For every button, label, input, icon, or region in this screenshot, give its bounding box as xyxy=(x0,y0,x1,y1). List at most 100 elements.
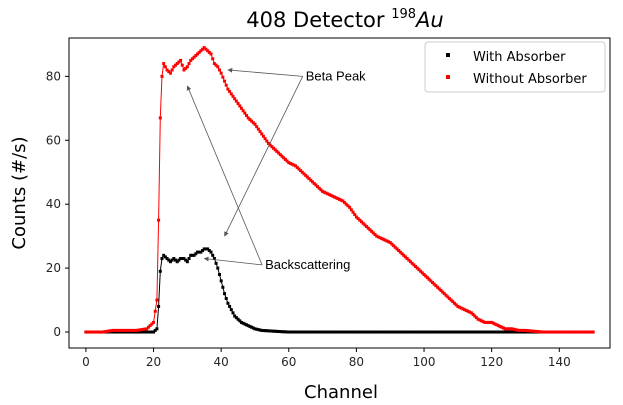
data-point xyxy=(539,330,543,334)
data-point xyxy=(390,242,394,246)
data-point xyxy=(501,330,505,334)
data-point xyxy=(373,330,377,334)
data-point xyxy=(141,327,145,331)
data-point xyxy=(163,65,167,69)
data-point xyxy=(420,330,424,334)
data-point xyxy=(167,70,171,74)
data-point xyxy=(463,330,467,334)
data-point xyxy=(177,258,181,262)
data-point xyxy=(569,330,573,334)
data-point xyxy=(131,330,135,334)
data-point xyxy=(319,330,323,334)
data-point xyxy=(282,330,286,334)
data-point xyxy=(187,62,191,66)
data-point xyxy=(310,330,314,334)
data-point xyxy=(537,330,541,334)
x-tick-label: 20 xyxy=(146,355,161,369)
data-point xyxy=(427,277,431,281)
legend-box xyxy=(424,41,606,93)
data-point xyxy=(566,330,570,334)
data-point xyxy=(146,330,150,334)
data-point xyxy=(158,269,162,273)
data-point xyxy=(474,330,478,334)
data-point xyxy=(576,330,580,334)
data-point xyxy=(338,330,341,334)
data-point xyxy=(282,156,286,160)
data-point xyxy=(170,68,174,72)
data-point xyxy=(300,170,304,174)
data-point xyxy=(111,330,115,334)
data-point xyxy=(402,330,406,334)
data-point xyxy=(189,58,193,62)
data-point xyxy=(101,330,105,334)
data-point xyxy=(324,191,328,195)
data-point xyxy=(94,330,98,334)
data-point xyxy=(197,50,201,54)
data-point xyxy=(207,50,211,54)
data-point xyxy=(520,328,524,332)
data-point xyxy=(441,290,445,294)
data-point xyxy=(459,306,463,310)
data-point xyxy=(141,330,145,334)
data-point xyxy=(338,197,341,201)
data-point xyxy=(444,330,448,334)
data-point xyxy=(155,327,159,331)
data-point xyxy=(197,250,201,254)
data-point xyxy=(503,327,507,331)
data-point xyxy=(138,328,142,332)
data-point xyxy=(145,327,149,331)
data-point xyxy=(496,324,500,328)
data-point xyxy=(371,231,375,235)
data-point xyxy=(480,319,484,323)
data-point xyxy=(327,330,331,334)
data-point xyxy=(385,330,389,334)
data-point xyxy=(212,62,216,66)
data-point xyxy=(473,330,477,334)
data-point xyxy=(437,287,441,291)
data-point xyxy=(507,327,511,331)
data-point xyxy=(185,65,189,69)
data-point xyxy=(373,233,377,237)
data-point xyxy=(461,307,465,311)
data-point xyxy=(209,52,213,56)
data-point xyxy=(138,330,142,334)
data-point xyxy=(358,330,362,334)
data-point xyxy=(316,330,320,334)
data-point xyxy=(209,250,213,254)
data-point xyxy=(368,330,372,334)
data-point xyxy=(307,330,311,334)
data-point xyxy=(336,197,340,201)
data-point xyxy=(184,66,188,70)
data-point xyxy=(354,215,358,219)
data-point xyxy=(223,79,227,83)
data-point xyxy=(332,330,336,334)
data-point xyxy=(559,330,563,334)
data-point xyxy=(256,127,260,131)
data-point xyxy=(160,74,164,78)
data-point xyxy=(353,213,357,217)
data-point xyxy=(463,308,467,312)
data-point xyxy=(168,71,172,75)
data-point xyxy=(346,204,350,208)
data-point xyxy=(119,328,123,332)
data-point xyxy=(554,330,558,334)
data-point xyxy=(228,90,232,94)
data-point xyxy=(363,223,367,227)
data-point xyxy=(251,326,255,330)
data-point xyxy=(290,162,294,166)
data-point xyxy=(344,330,348,334)
x-tick-label: 80 xyxy=(349,355,364,369)
data-point xyxy=(491,330,495,334)
data-point xyxy=(523,330,527,334)
data-point xyxy=(87,330,91,334)
data-point xyxy=(422,272,426,276)
data-point xyxy=(290,330,294,334)
data-point xyxy=(343,330,347,334)
data-point xyxy=(153,309,157,313)
data-point xyxy=(184,258,188,262)
data-point xyxy=(140,330,144,334)
data-point xyxy=(277,329,281,333)
data-point xyxy=(540,330,544,334)
data-point xyxy=(495,323,499,327)
data-point xyxy=(317,330,321,334)
